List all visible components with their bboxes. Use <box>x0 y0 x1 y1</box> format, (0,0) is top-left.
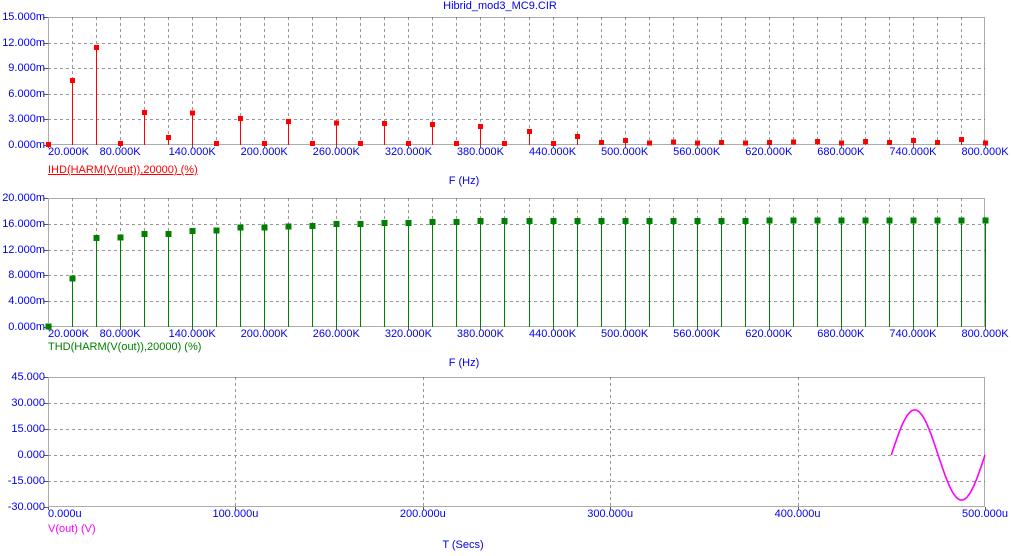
y-tick-label: 45.000 <box>11 371 45 383</box>
x-tick-label: 500.000u <box>962 508 1008 520</box>
y-tick-label: 12.000m <box>2 36 45 49</box>
x-tick-label: 620.000K <box>745 146 793 158</box>
x-tick-label: 500.000K <box>601 328 649 340</box>
y-tick-label: 0.000m <box>8 139 45 151</box>
x-tick-label: 100.000u <box>212 508 259 520</box>
y-tick-label: 0.000m <box>8 321 45 333</box>
thd-stem-chart[interactable] <box>44 198 989 330</box>
x-tick-label: 440.000K <box>528 146 577 158</box>
x-tick-label: 400.000u <box>774 508 821 520</box>
thd-series-label[interactable]: THD(HARM(V(out)),20000) (%) <box>48 341 202 353</box>
x-tick-label: 740.000K <box>889 146 937 158</box>
ihd-stem-chart[interactable] <box>44 17 988 148</box>
ihd-series-label[interactable]: IHD(HARM(V(out)),20000) (%) <box>48 164 198 176</box>
x-tick-label: 800.000K <box>961 146 1009 158</box>
ihd-x-axis-title: F (Hz) <box>448 175 480 187</box>
x-tick-label: 800.000K <box>961 328 1009 340</box>
y-tick-label: 4.000m <box>8 295 45 308</box>
x-tick-label: 140.000K <box>168 146 216 158</box>
y-tick-label: 9.000m <box>8 62 45 75</box>
x-tick-label: 80.000K <box>99 146 141 158</box>
y-tick-label: 8.000m <box>8 269 45 282</box>
x-tick-label: 740.000K <box>889 328 937 340</box>
y-tick-label: 15.000 <box>11 423 45 435</box>
y-tick-label: 0.000 <box>17 449 45 461</box>
y-tick-label: 16.000m <box>2 217 45 230</box>
x-tick-label: 560.000K <box>673 328 721 340</box>
vout-x-axis-title: T (Secs) <box>442 539 484 551</box>
y-tick-label: 6.000m <box>8 87 45 100</box>
vout-waveform-chart[interactable] <box>44 377 986 510</box>
y-tick-label: -15.000 <box>7 475 45 487</box>
window-title: Hibrid_mod3_MC9.CIR <box>443 0 557 12</box>
x-tick-label: 20.000K <box>48 328 89 340</box>
thd-x-axis-title: F (Hz) <box>448 357 480 369</box>
y-tick-label: 30.000 <box>11 397 45 409</box>
x-tick-label: 200.000u <box>399 508 446 520</box>
y-tick-label: 20.000m <box>2 192 45 204</box>
x-tick-label: 260.000K <box>312 328 360 340</box>
x-tick-label: 380.000K <box>456 146 505 158</box>
x-tick-label: 300.000u <box>587 508 634 520</box>
x-tick-label: 80.000K <box>99 328 141 340</box>
x-tick-label: 680.000K <box>817 146 865 158</box>
x-tick-label: 380.000K <box>456 328 505 340</box>
x-tick-label: 620.000K <box>745 328 793 340</box>
x-tick-label: 260.000K <box>312 146 360 158</box>
x-tick-label: 440.000K <box>528 328 577 340</box>
x-tick-label: 560.000K <box>673 146 721 158</box>
vout-series-label[interactable]: V(out) (V) <box>48 523 96 535</box>
x-tick-label: 680.000K <box>817 328 865 340</box>
y-tick-label: 15.000m <box>2 11 45 23</box>
x-tick-label: 200.000K <box>240 146 288 158</box>
x-tick-label: 140.000K <box>168 328 216 340</box>
x-tick-label: 200.000K <box>240 328 288 340</box>
x-tick-label: 0.000u <box>48 508 82 520</box>
x-tick-label: 20.000K <box>48 146 89 158</box>
y-tick-label: 12.000m <box>2 243 45 256</box>
x-tick-label: 500.000K <box>601 146 649 158</box>
y-tick-label: 3.000m <box>8 113 45 126</box>
y-tick-label: -30.000 <box>7 501 45 513</box>
x-tick-label: 320.000K <box>384 328 432 340</box>
x-tick-label: 320.000K <box>384 146 432 158</box>
